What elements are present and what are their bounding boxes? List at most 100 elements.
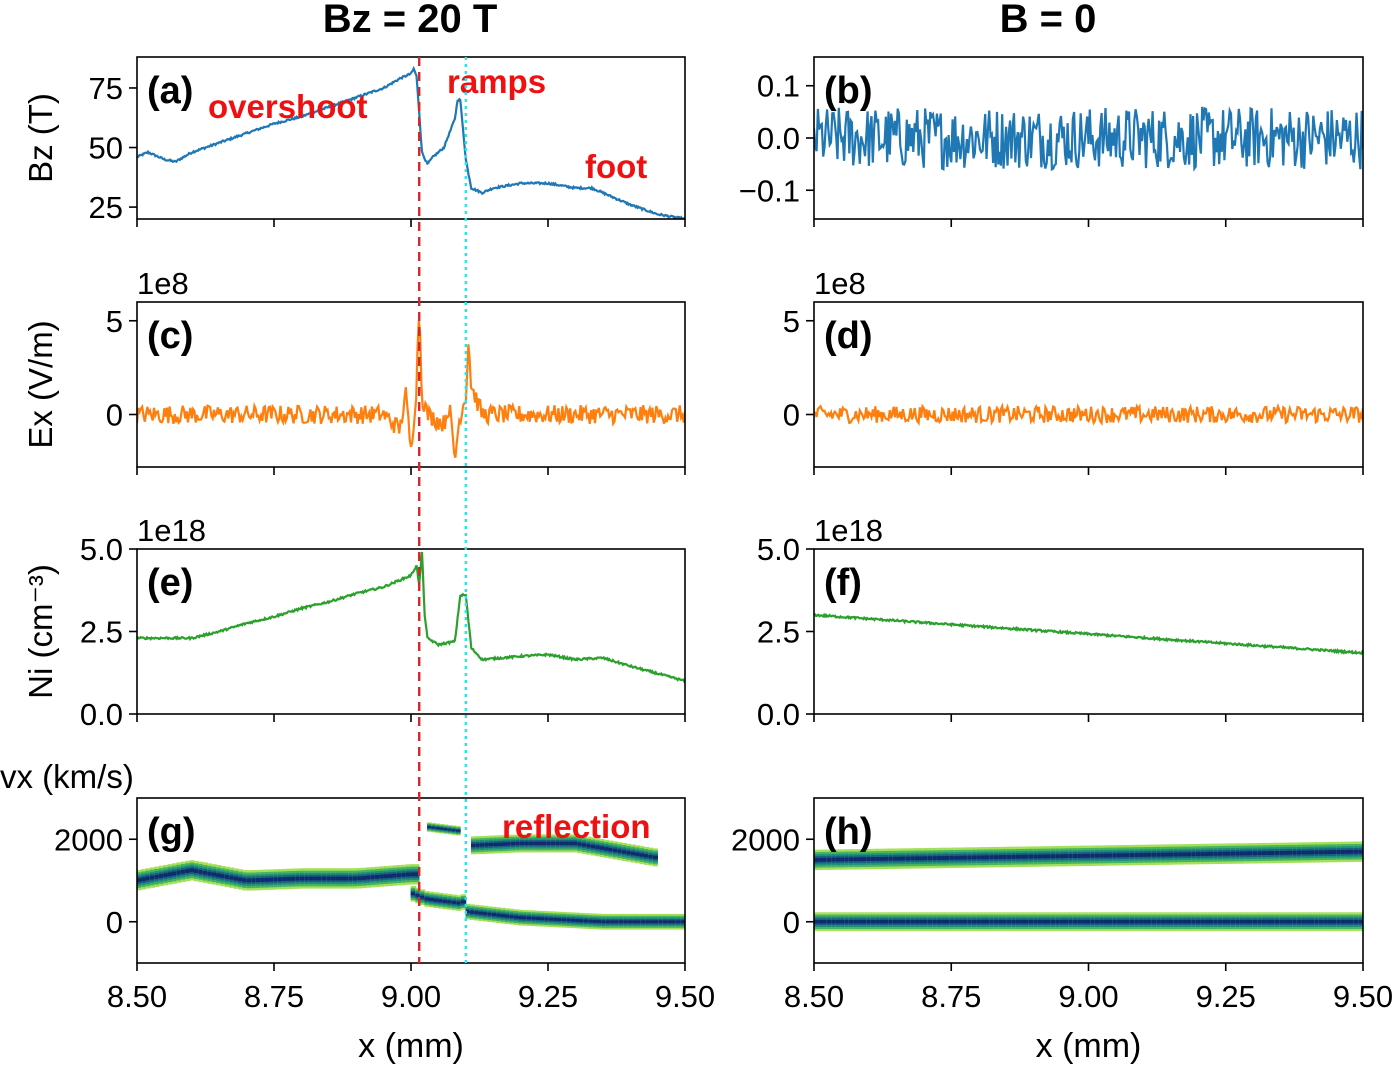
- heatmap-cell: [910, 920, 916, 924]
- heatmap-cell: [949, 855, 955, 860]
- heatmap-cell: [1143, 920, 1149, 924]
- heatmap-cell: [500, 914, 506, 918]
- heatmap-cell: [1015, 920, 1021, 924]
- axes-frame-f: [813, 548, 1364, 715]
- heatmap-h: [814, 841, 1363, 932]
- heatmap-cell: [575, 919, 581, 922]
- heatmap-cell: [410, 892, 416, 896]
- heatmap-cell: [835, 920, 841, 924]
- heatmap-cell: [927, 920, 933, 924]
- heatmap-cell: [255, 878, 261, 882]
- heatmap-cell: [264, 877, 270, 882]
- heatmap-cell: [1116, 920, 1122, 924]
- heatmap-cell: [884, 920, 889, 924]
- heatmap-cell: [1301, 850, 1307, 855]
- heatmap-cell: [233, 876, 239, 881]
- heatmap-cell: [478, 911, 484, 915]
- heatmap-cell: [1226, 851, 1232, 856]
- heatmap-cell: [1151, 852, 1157, 857]
- heatmap-cell: [1160, 920, 1166, 924]
- heatmap-cell: [388, 874, 394, 878]
- heatmap-cell: [614, 920, 620, 924]
- heatmap-cell: [1086, 853, 1091, 858]
- y-scale-label: 1e8: [137, 266, 189, 301]
- heatmap-cell: [321, 876, 327, 881]
- heatmap-cell: [1169, 920, 1175, 924]
- heatmap-cell: [542, 841, 547, 845]
- heatmap-cell: [630, 851, 636, 856]
- heatmap-cell: [1353, 920, 1359, 924]
- heatmap-cell: [141, 877, 147, 882]
- heatmap-cell: [246, 878, 252, 883]
- heatmap-cell: [967, 920, 973, 924]
- panel-f: 0.0 2.5 5.0 1e18 (f): [757, 513, 1364, 732]
- heatmap-cell: [884, 856, 889, 861]
- heatmap-cell: [1108, 920, 1113, 924]
- heatmap-cell: [989, 855, 995, 860]
- heatmap-cell: [919, 920, 925, 924]
- heatmap-cell: [577, 842, 583, 846]
- heatmap-cell: [640, 920, 646, 924]
- heatmap-cell: [216, 873, 222, 878]
- heatmap-cell: [814, 858, 819, 862]
- heatmap-cell: [1086, 920, 1091, 924]
- heatmap-cell: [1191, 852, 1197, 857]
- heatmap-cell: [1068, 920, 1074, 924]
- heatmap-cell: [1248, 920, 1254, 924]
- heatmap-cell: [1266, 920, 1272, 924]
- heatmap-cell: [1336, 920, 1342, 924]
- heatmap-cell: [605, 920, 611, 924]
- y-tick-label: 50: [89, 131, 123, 166]
- heatmap-cell: [1274, 851, 1280, 855]
- heatmap-cell: [1301, 920, 1307, 924]
- heatmap-cell: [862, 857, 867, 861]
- heatmap-cell: [1059, 920, 1065, 924]
- heatmap-cell: [242, 878, 248, 883]
- heatmap-cell: [269, 877, 274, 882]
- heatmap-cell: [1055, 920, 1061, 924]
- heatmap-cell: [1103, 853, 1109, 858]
- heatmap-cell: [610, 920, 616, 924]
- heatmap-cell: [1349, 920, 1355, 924]
- heatmap-cell: [202, 870, 208, 875]
- heatmap-cell: [282, 877, 288, 881]
- heatmap-cell: [1094, 853, 1100, 858]
- heatmap-cell: [601, 920, 607, 924]
- heatmap-cell: [1121, 920, 1127, 924]
- heatmap-cell: [945, 920, 951, 924]
- heatmap-cell: [618, 920, 624, 924]
- heatmap-cell: [888, 856, 894, 861]
- heatmap-cell: [330, 876, 336, 881]
- heatmap-cell: [879, 920, 885, 924]
- heatmap-cell: [557, 918, 563, 922]
- heatmap-cell: [963, 855, 968, 860]
- heatmap-cell: [1270, 851, 1276, 855]
- heatmap-cell: [1187, 920, 1192, 924]
- heatmap-cell: [1064, 920, 1069, 924]
- heatmap-cell: [455, 829, 461, 832]
- heatmap-cell: [1252, 920, 1258, 924]
- y-axis-label: Ex (V/m): [22, 320, 59, 448]
- heatmap-cell: [985, 855, 990, 860]
- heatmap-cell: [1173, 852, 1179, 857]
- heatmap-cell: [224, 875, 230, 879]
- heatmap-cell: [1305, 920, 1311, 924]
- heatmap-cell: [443, 828, 449, 830]
- heatmap-cell: [1257, 851, 1263, 856]
- heatmap-cell: [460, 900, 467, 904]
- heatmap-cell: [1323, 920, 1329, 924]
- heatmap-g: [137, 822, 685, 930]
- heatmap-cell: [424, 897, 430, 901]
- heatmap-cell: [866, 857, 872, 861]
- heatmap-cell: [1244, 920, 1250, 924]
- heatmap-cell: [993, 920, 999, 924]
- heatmap-cell: [505, 914, 510, 918]
- heatmap-cell: [308, 876, 314, 881]
- heatmap-cell: [513, 915, 519, 919]
- heatmap-cell: [1283, 920, 1289, 924]
- y-tick-label: 0: [106, 905, 123, 940]
- heatmap-cell: [941, 856, 947, 860]
- y-tick-label: 0.0: [757, 697, 800, 732]
- heatmap-cell: [415, 894, 421, 897]
